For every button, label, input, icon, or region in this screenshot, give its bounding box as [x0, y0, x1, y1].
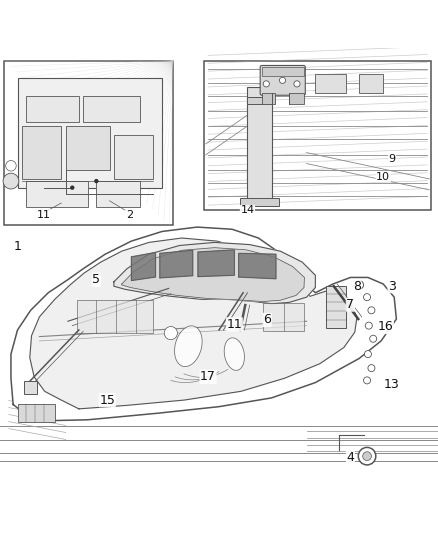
Circle shape	[263, 81, 269, 87]
Text: 9: 9	[389, 154, 396, 164]
Circle shape	[6, 160, 16, 171]
Bar	[18, 405, 55, 422]
Bar	[114, 135, 153, 179]
Ellipse shape	[175, 326, 202, 367]
Text: 5: 5	[92, 273, 100, 286]
Bar	[24, 381, 37, 393]
Circle shape	[365, 322, 372, 329]
Circle shape	[370, 335, 377, 342]
Bar	[96, 181, 140, 207]
Bar	[83, 96, 140, 122]
Bar	[204, 61, 431, 209]
Bar	[315, 74, 346, 93]
Bar	[247, 87, 272, 203]
Bar	[22, 126, 61, 179]
Bar	[66, 126, 110, 170]
Bar	[26, 181, 88, 207]
Bar	[240, 198, 279, 206]
Ellipse shape	[224, 338, 244, 370]
Bar	[18, 78, 162, 188]
Bar	[359, 74, 383, 93]
Polygon shape	[198, 250, 234, 277]
Polygon shape	[114, 243, 315, 304]
Text: 17: 17	[200, 370, 216, 383]
Bar	[263, 303, 304, 332]
Circle shape	[70, 185, 74, 190]
Bar	[26, 96, 79, 122]
Circle shape	[164, 327, 177, 340]
Text: 1: 1	[14, 240, 21, 253]
Circle shape	[279, 77, 286, 84]
Text: 10: 10	[376, 172, 390, 182]
Circle shape	[368, 307, 375, 314]
Bar	[4, 61, 173, 225]
Text: 3: 3	[388, 280, 396, 293]
Circle shape	[364, 351, 371, 358]
Text: 2: 2	[126, 210, 133, 220]
Text: 14: 14	[240, 205, 254, 215]
Circle shape	[364, 377, 371, 384]
Bar	[247, 96, 272, 104]
Circle shape	[94, 179, 99, 183]
Polygon shape	[131, 253, 155, 280]
Text: 6: 6	[263, 313, 271, 326]
Polygon shape	[30, 238, 357, 409]
Text: 15: 15	[99, 393, 115, 407]
Circle shape	[363, 452, 371, 461]
Text: 13: 13	[384, 378, 400, 391]
FancyBboxPatch shape	[260, 66, 305, 95]
Text: 11: 11	[37, 210, 51, 220]
Circle shape	[294, 81, 300, 87]
Circle shape	[368, 365, 375, 372]
Bar	[326, 286, 346, 328]
Bar	[262, 93, 275, 104]
Bar	[289, 93, 304, 104]
Circle shape	[355, 280, 364, 289]
Text: 16: 16	[378, 320, 393, 334]
Bar	[262, 67, 304, 76]
Circle shape	[3, 173, 19, 189]
Polygon shape	[160, 251, 193, 278]
Text: 8: 8	[353, 280, 361, 293]
Text: 11: 11	[226, 318, 242, 331]
Text: 4: 4	[346, 450, 354, 464]
Polygon shape	[122, 248, 304, 302]
Polygon shape	[239, 253, 276, 279]
Circle shape	[364, 294, 371, 301]
Polygon shape	[11, 227, 396, 421]
Bar	[77, 300, 153, 333]
Text: 7: 7	[346, 298, 354, 311]
Circle shape	[358, 447, 376, 465]
